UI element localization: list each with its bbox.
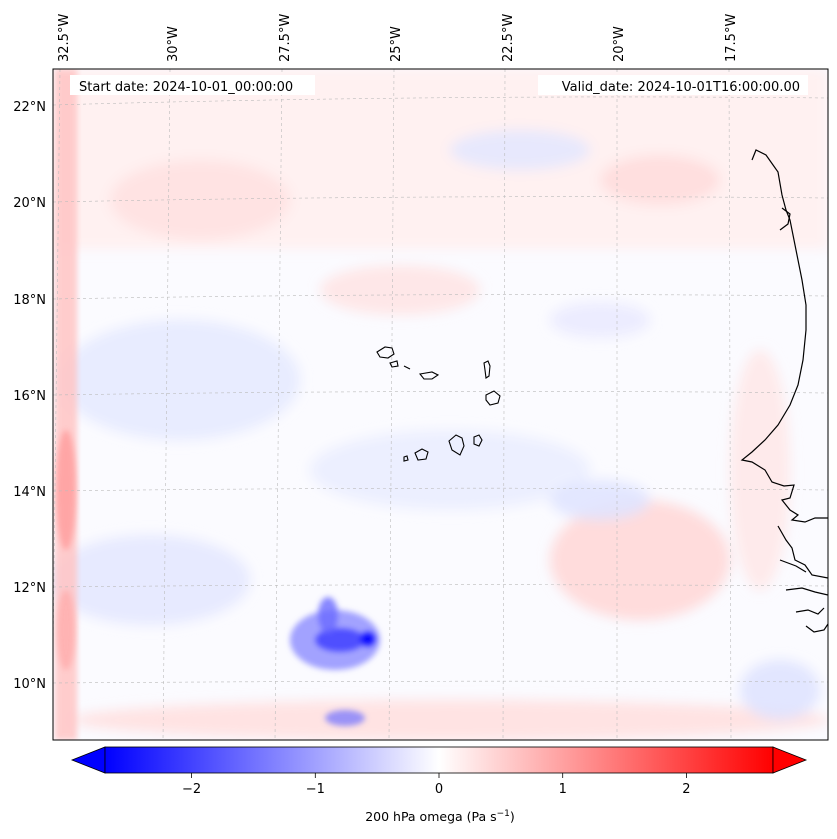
colorbar-tick-label: 0 — [435, 782, 443, 797]
colorbar-tick-label: −2 — [182, 782, 201, 797]
lat-label: 18°N — [13, 293, 46, 308]
colorbar-tick-label: 2 — [682, 782, 690, 797]
colorbar-gradient — [104, 746, 774, 774]
latitude-labels: 22°N 20°N 18°N 16°N 14°N 12°N 10°N — [13, 100, 46, 692]
map-frame — [52, 68, 829, 741]
colorbar: −2 −1 0 1 2 200 hPa omega (Pa s−1) — [70, 746, 808, 824]
cape-verde-islands — [376, 346, 501, 462]
lon-label: 17.5°W — [724, 14, 739, 62]
omega-field — [53, 69, 828, 740]
map-panel: Start date: 2024-10-01_00:00:00 Valid_da… — [13, 14, 829, 741]
lon-label: 25°W — [389, 26, 404, 62]
lon-label: 30°W — [166, 26, 181, 62]
colorbar-min-extend — [70, 746, 106, 774]
longitude-labels: 32.5°W 30°W 27.5°W 25°W 22.5°W 20°W 17.5… — [57, 14, 739, 62]
lon-label: 32.5°W — [57, 14, 72, 62]
graticule — [53, 69, 828, 740]
colorbar-label: 200 hPa omega (Pa s−1) — [365, 809, 515, 824]
colorbar-tick-label: 1 — [559, 782, 567, 797]
coastline — [740, 149, 828, 633]
lat-label: 20°N — [13, 196, 46, 211]
lat-label: 22°N — [13, 100, 46, 115]
lon-label: 20°W — [612, 26, 627, 62]
lat-label: 12°N — [13, 581, 46, 596]
colorbar-ticks: −2 −1 0 1 2 — [182, 773, 691, 797]
colorbar-max-extend — [772, 746, 808, 774]
valid-date-label: Valid_date: 2024-10-01T16:00:00.00 — [562, 80, 800, 95]
lat-label: 16°N — [13, 389, 46, 404]
start-date-box — [70, 75, 315, 95]
valid-date-box — [538, 75, 808, 95]
lon-label: 22.5°W — [501, 14, 516, 62]
lat-label: 10°N — [13, 677, 46, 692]
lon-label: 27.5°W — [278, 14, 293, 62]
lat-label: 14°N — [13, 485, 46, 500]
start-date-label: Start date: 2024-10-01_00:00:00 — [79, 80, 293, 95]
colorbar-tick-label: −1 — [306, 782, 325, 797]
